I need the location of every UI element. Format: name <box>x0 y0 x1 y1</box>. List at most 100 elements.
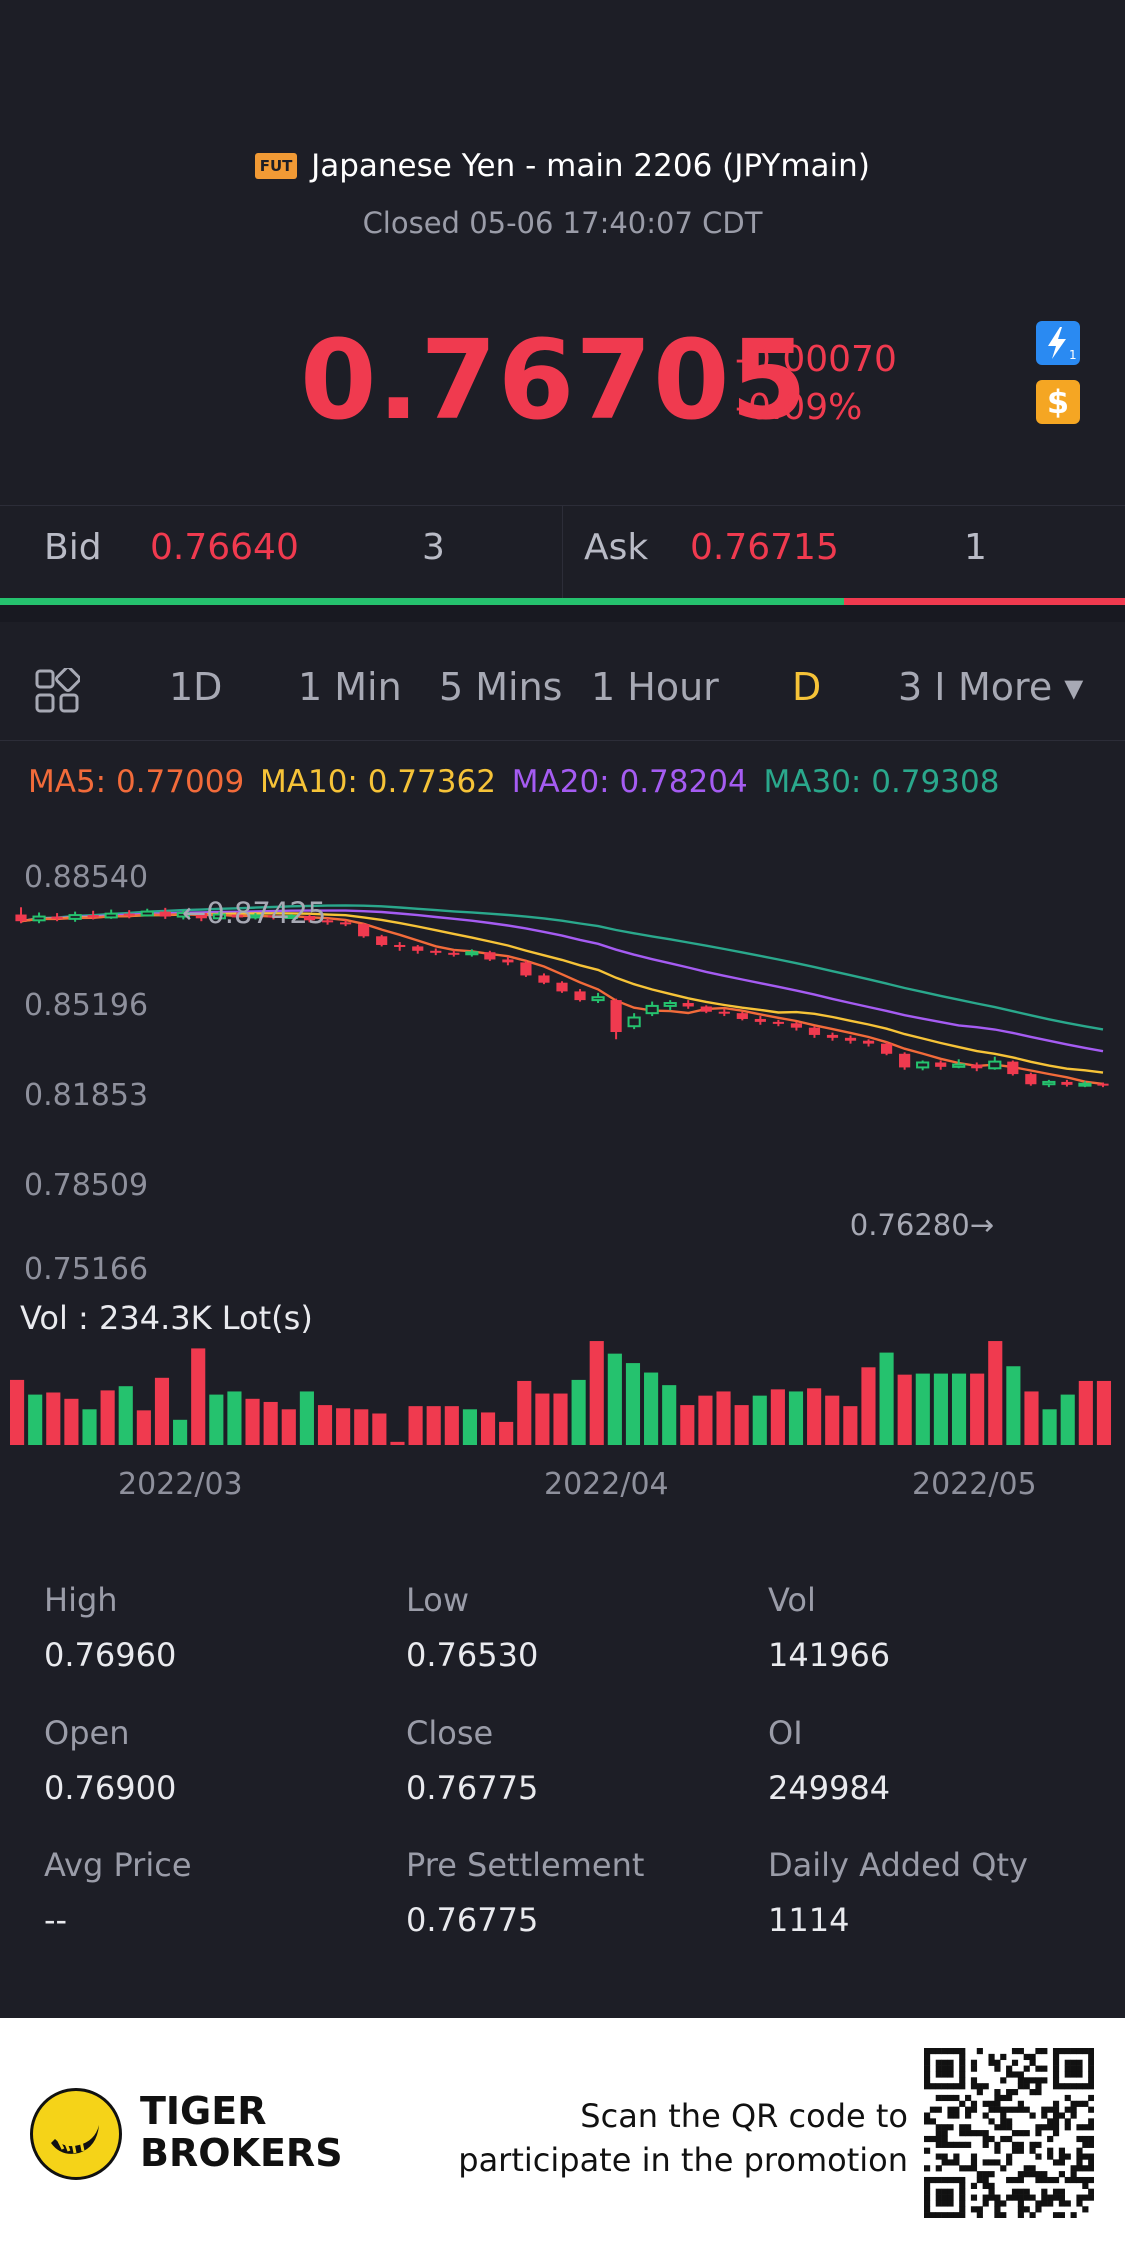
candle-body <box>358 924 370 937</box>
volume-bar <box>589 1341 604 1445</box>
tab-1-hour[interactable]: 1 Hour <box>591 665 719 709</box>
volume-bar <box>825 1395 840 1445</box>
volume-chart <box>10 1341 1112 1445</box>
candle-body <box>248 914 263 919</box>
tab-daily[interactable]: D <box>792 665 822 709</box>
volume-bar <box>970 1373 985 1445</box>
ma30-line <box>20 904 1104 1031</box>
tab-1-min[interactable]: 1 Min <box>298 665 402 709</box>
ask-qty: 1 <box>964 527 987 568</box>
candle-body <box>556 982 568 992</box>
volume-bar <box>118 1386 133 1445</box>
tab-more[interactable]: More ▾ <box>958 665 1084 709</box>
candle-body <box>736 1013 748 1019</box>
volume-bar <box>1042 1409 1057 1445</box>
stat-label-low: Low <box>406 1581 470 1619</box>
volume-bar <box>734 1405 749 1445</box>
volume-bar <box>988 1341 1003 1445</box>
stat-value-low: 0.76530 <box>406 1636 539 1674</box>
candle-body <box>754 1018 766 1022</box>
lightning-icon[interactable]: 1 <box>1036 321 1080 365</box>
y-tick-label: 0.85196 <box>24 988 149 1023</box>
stat-value-daily-added-qty: 1114 <box>768 1901 850 1939</box>
volume-bar <box>698 1395 713 1445</box>
candle-body <box>68 914 82 920</box>
candle-body <box>663 1002 677 1007</box>
stat-value-pre-settlement: 0.76775 <box>406 1901 539 1939</box>
ma10-line <box>20 912 1104 1074</box>
y-tick-label: 0.81853 <box>24 1078 149 1113</box>
moving-average-legend: MA5: 0.77009 MA10: 0.77362 MA20: 0.78204… <box>28 764 999 800</box>
bid-depth-bar <box>0 598 844 605</box>
volume-bar <box>716 1391 731 1445</box>
stat-value-open: 0.76900 <box>44 1769 177 1807</box>
tab-5-mins[interactable]: 5 Mins <box>439 665 563 709</box>
volume-bar <box>372 1413 387 1445</box>
volume-bar <box>517 1380 532 1445</box>
dollar-icon[interactable]: $ <box>1036 380 1080 424</box>
price-change: -0.00070 -0.09% <box>735 336 897 432</box>
volume-bar <box>462 1409 477 1445</box>
candle-body <box>916 1061 930 1069</box>
candle-body <box>627 1016 641 1028</box>
candle-body <box>159 911 171 917</box>
volume-bar <box>861 1367 876 1445</box>
volume-bar <box>662 1385 677 1445</box>
volume-bar <box>173 1419 188 1445</box>
grid-layout-icon[interactable] <box>34 666 81 714</box>
tab-1d[interactable]: 1D <box>169 665 223 709</box>
volume-bar <box>136 1410 151 1445</box>
svg-text:1: 1 <box>1069 348 1077 362</box>
candle-body <box>971 1064 983 1069</box>
candle-body <box>682 1003 694 1007</box>
qr-code[interactable] <box>924 2048 1094 2218</box>
volume-bar <box>154 1377 170 1445</box>
candle-body <box>700 1006 712 1012</box>
volume-bar <box>245 1398 260 1445</box>
volume-bar <box>644 1372 659 1445</box>
x-tick-label: 2022/03 <box>118 1467 243 1502</box>
scan-instructions: Scan the QR code to participate in the p… <box>420 2094 908 2182</box>
ma10-value: MA10: 0.77362 <box>260 764 496 800</box>
volume-bar <box>879 1352 894 1445</box>
instrument-title-row: FUT Japanese Yen - main 2206 (JPYmain) <box>0 146 1125 186</box>
volume-bar <box>390 1441 405 1445</box>
tab-3-i[interactable]: 3 I <box>898 665 946 709</box>
stat-value-close: 0.76775 <box>406 1769 539 1807</box>
stat-label-daily-added-qty: Daily Added Qty <box>768 1846 1028 1884</box>
ask-value: 0.76715 <box>690 527 839 568</box>
volume-bar <box>843 1406 858 1445</box>
ma5-line <box>20 912 1104 1086</box>
ma20-line <box>20 909 1104 1053</box>
volume-bar <box>951 1373 967 1445</box>
stat-value-vol: 141966 <box>768 1636 891 1674</box>
min-price-marker: 0.76280→ <box>850 1208 994 1242</box>
candle-body <box>448 952 460 955</box>
volume-bar <box>317 1405 333 1445</box>
volume-bar <box>299 1391 314 1445</box>
candle-body <box>51 916 63 919</box>
candle-body <box>340 922 352 925</box>
stat-label-close: Close <box>406 1714 494 1752</box>
volume-bar <box>625 1363 641 1445</box>
candle-body <box>1078 1082 1092 1087</box>
brand-name: TIGER BROKERS <box>140 2090 343 2174</box>
volume-bar <box>227 1391 242 1445</box>
candle-body <box>484 952 496 960</box>
candle-body <box>935 1062 947 1067</box>
candlestick-chart[interactable]: ←0.87425 0.76280→ <box>0 880 1125 1260</box>
candle-body <box>1007 1061 1019 1075</box>
stat-label-high: High <box>44 1581 118 1619</box>
volume-bar <box>191 1348 206 1445</box>
candle-body <box>267 915 280 918</box>
volume-bar <box>10 1379 25 1445</box>
candle-body <box>1042 1080 1056 1086</box>
candle-body <box>1025 1074 1037 1085</box>
volume-bar <box>263 1401 278 1445</box>
volume-bar <box>64 1398 79 1445</box>
price-change-pct: -0.09% <box>735 387 863 428</box>
candle-body <box>790 1023 803 1028</box>
candle-body <box>284 914 299 919</box>
volume-bar <box>408 1406 423 1445</box>
volume-bar <box>535 1393 550 1445</box>
